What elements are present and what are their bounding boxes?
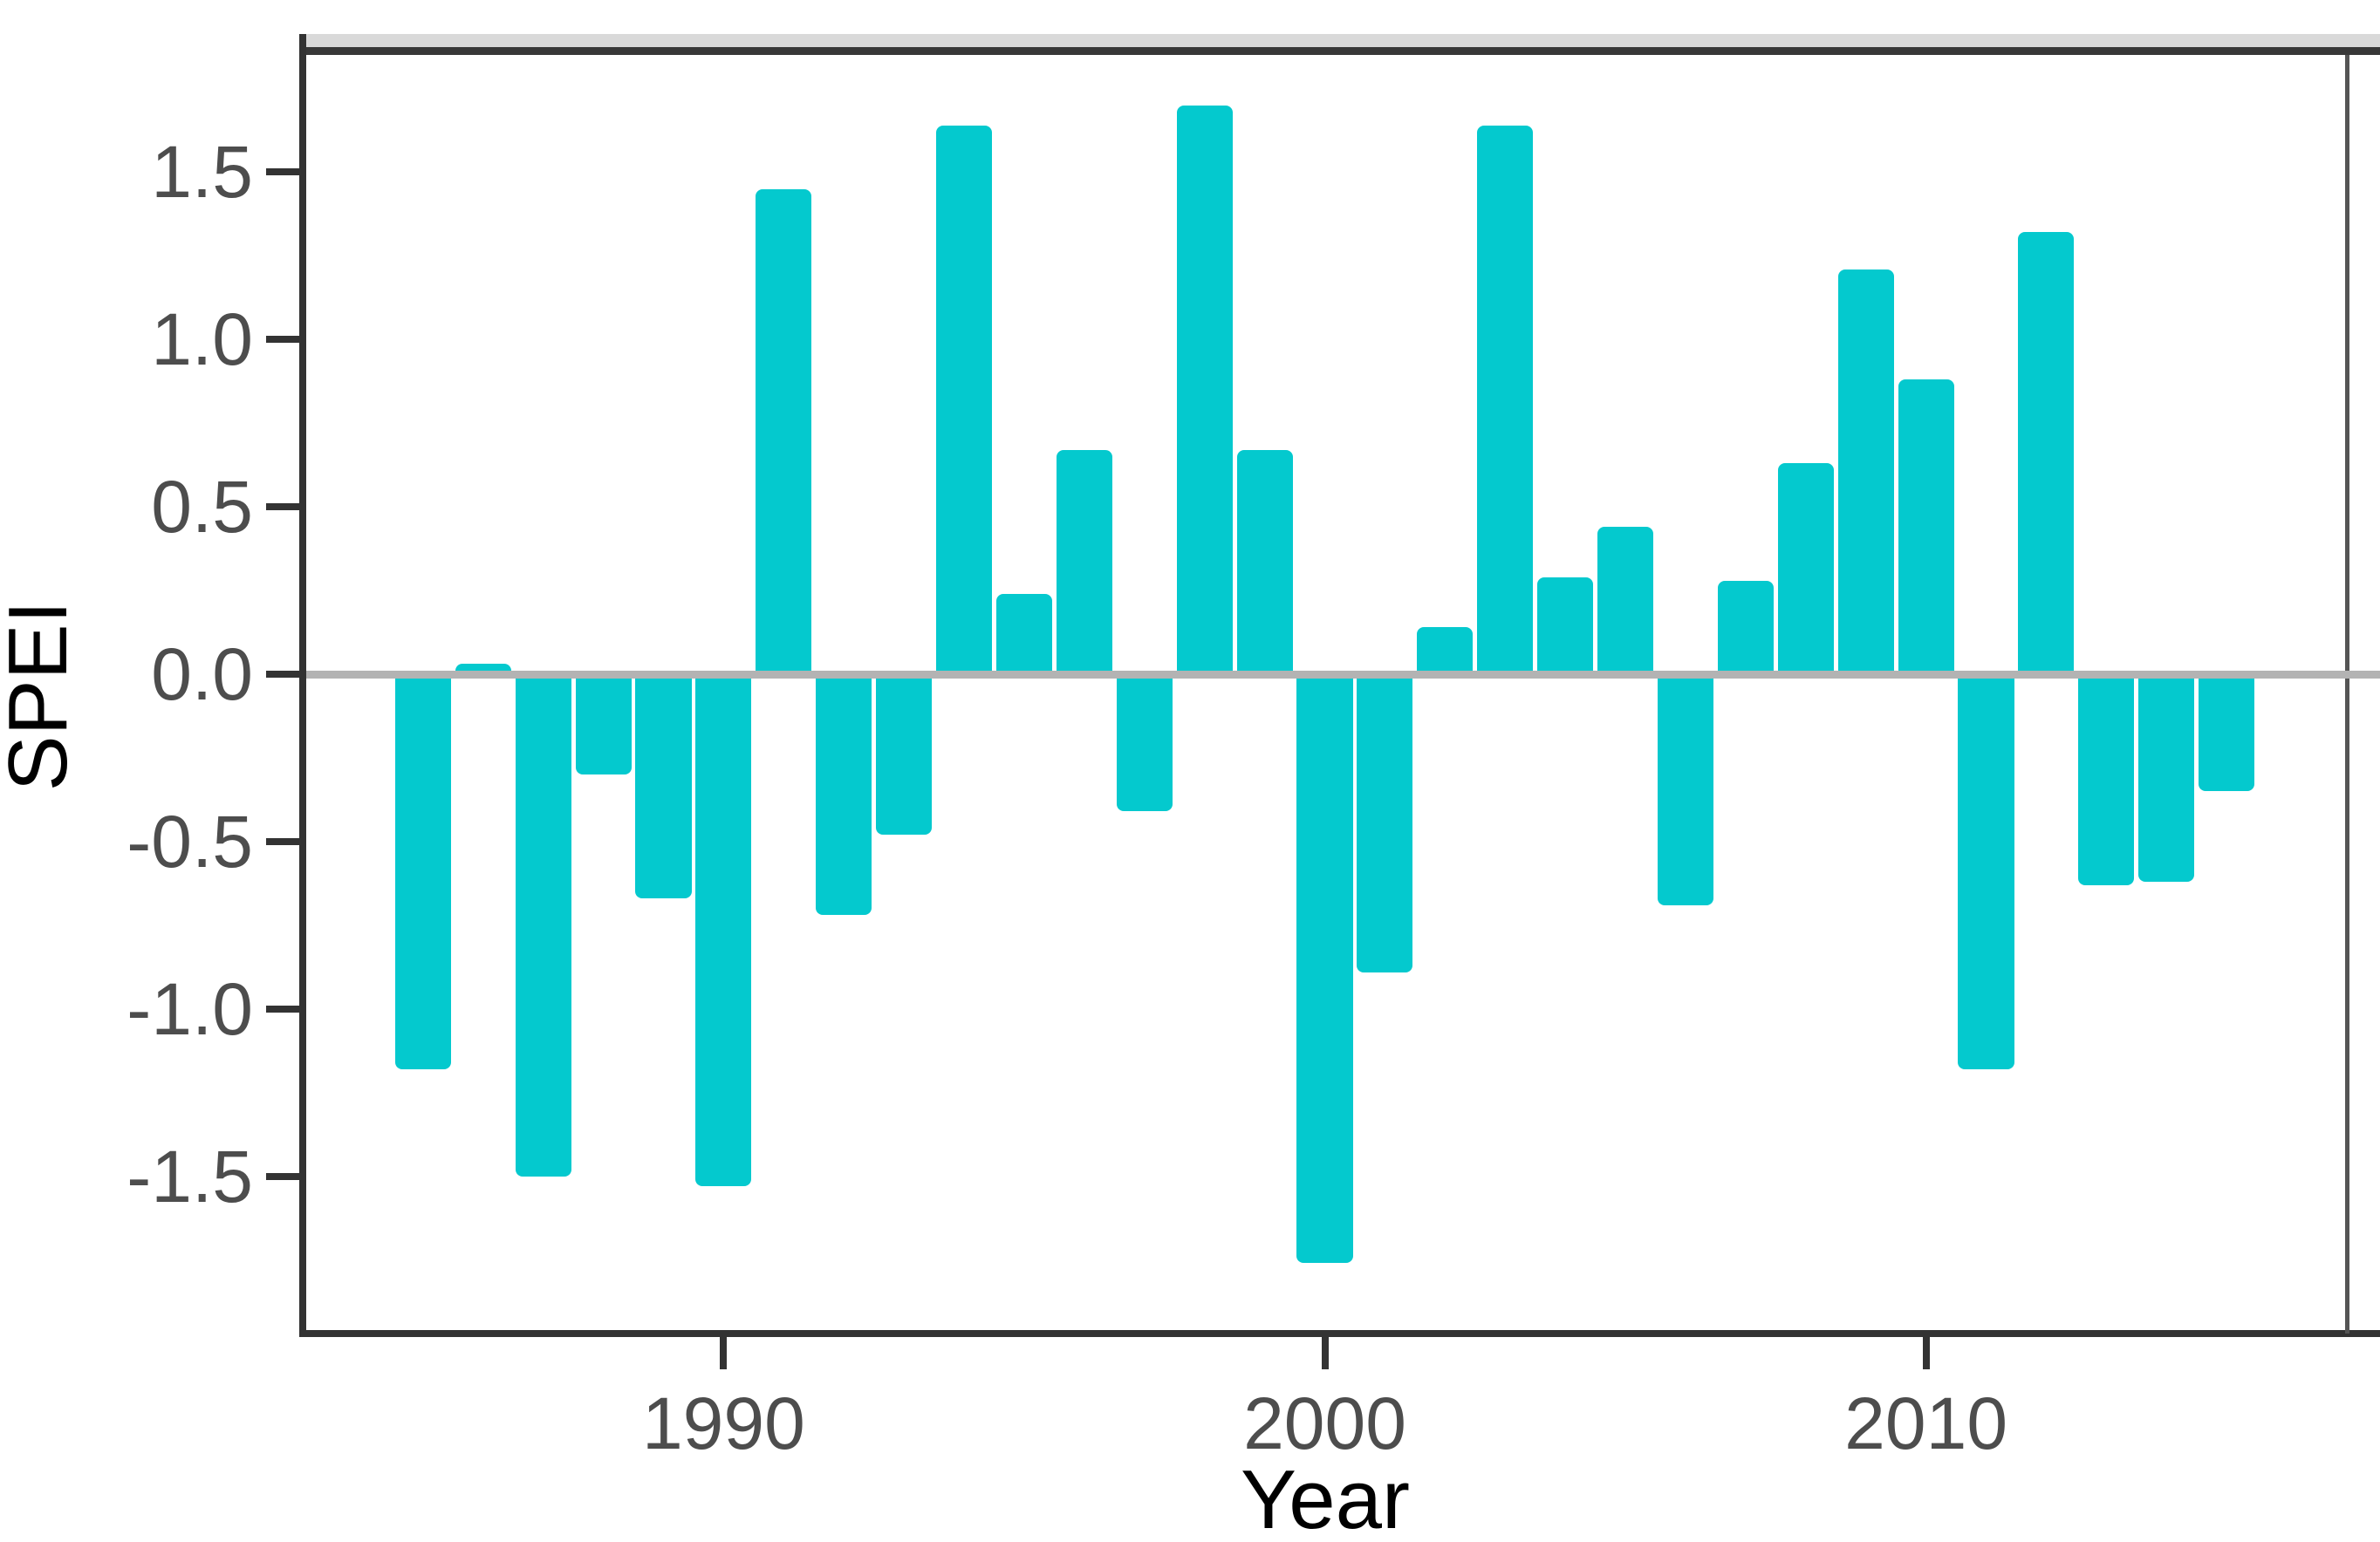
x-tick-2010: [1922, 1337, 1930, 1369]
y-tick-1.5: [266, 168, 299, 176]
x-tick-label-2000: 2000: [1243, 1382, 1406, 1464]
bar-2008: [1777, 463, 1834, 674]
y-tick--1.0: [266, 1005, 299, 1013]
x-tick-label-1990: 1990: [641, 1382, 805, 1464]
y-tick-0.5: [266, 503, 299, 511]
x-tick-1990: [720, 1337, 728, 1369]
y-tick-label-0.5: 0.5: [151, 466, 253, 549]
bar-2000: [1296, 673, 1353, 1264]
y-tick-1.0: [266, 336, 299, 344]
y-tick-label-1.5: 1.5: [151, 131, 253, 214]
zero-baseline: [306, 671, 2380, 679]
bar-1990: [695, 673, 752, 1187]
bar-1996: [1056, 449, 1112, 674]
bar-1988: [575, 673, 632, 775]
y-tick--1.5: [266, 1172, 299, 1180]
bar-1987: [515, 673, 571, 1177]
bar-2006: [1657, 673, 1713, 905]
bar-2001: [1357, 673, 1413, 972]
bar-1991: [756, 188, 812, 674]
bar-2010: [1898, 379, 1954, 674]
bar-2007: [1717, 580, 1774, 674]
bar-1999: [1236, 449, 1293, 674]
y-axis-title: SPEI: [0, 600, 85, 792]
x-axis-title: Year: [1241, 1453, 1410, 1542]
bar-1997: [1116, 673, 1173, 812]
y-tick-0.0: [266, 670, 299, 678]
top-strip-border-line: [303, 47, 2380, 55]
bar-1998: [1176, 105, 1233, 674]
bar-2009: [1837, 269, 1894, 674]
bar-1994: [935, 125, 993, 674]
bar-2015: [2199, 673, 2255, 792]
bar-2003: [1477, 125, 1534, 674]
bar-2012: [2018, 232, 2075, 674]
bar-1992: [816, 673, 872, 916]
bar-1986: [455, 664, 511, 674]
y-tick--0.5: [266, 837, 299, 845]
top-strip: [303, 34, 2380, 47]
x-tick-label-2010: 2010: [1844, 1382, 2008, 1464]
bar-2004: [1537, 577, 1594, 674]
bar-1995: [995, 593, 1052, 674]
y-tick-label-1.0: 1.0: [151, 298, 253, 381]
y-tick-label-0.0: 0.0: [151, 632, 253, 715]
bar-2014: [2138, 673, 2195, 882]
bar-1985: [394, 673, 451, 1069]
bar-1989: [635, 673, 692, 899]
y-tick-label--0.5: -0.5: [127, 800, 253, 883]
y-tick-label--1.0: -1.0: [127, 967, 253, 1050]
bar-2005: [1597, 527, 1654, 674]
x-axis-line: [299, 1330, 2380, 1337]
panel-right-border: [2345, 55, 2349, 1334]
y-tick-label--1.5: -1.5: [127, 1135, 253, 1218]
x-tick-2000: [1321, 1337, 1329, 1369]
bar-2011: [1958, 673, 2014, 1069]
bar-2002: [1417, 627, 1474, 674]
bar-2013: [2078, 673, 2135, 885]
bar-1993: [876, 673, 933, 836]
y-axis-line: [299, 34, 306, 1337]
